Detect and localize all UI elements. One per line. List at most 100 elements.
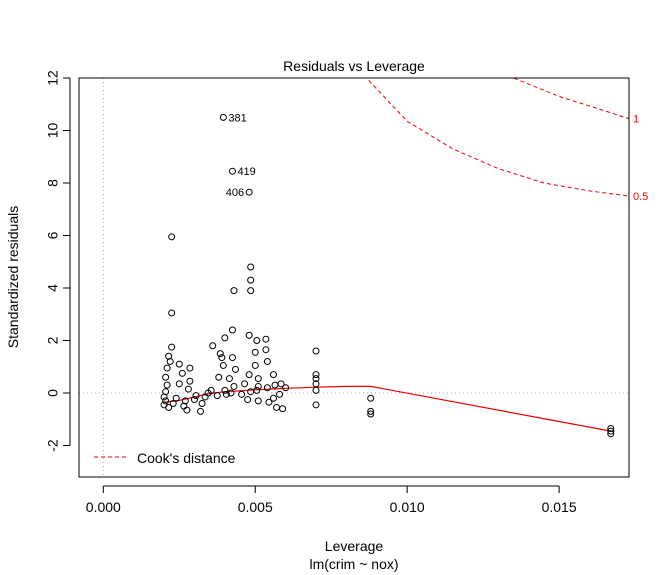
- data-point: [209, 342, 217, 350]
- y-axis-label: Standardized residuals: [5, 206, 21, 348]
- legend-label: Cook's distance: [137, 450, 236, 466]
- data-point: [251, 348, 259, 356]
- data-point: [181, 397, 189, 405]
- data-point: [219, 361, 227, 369]
- data-point: [213, 392, 221, 400]
- cooks-contour-label: 0.5: [633, 191, 648, 203]
- data-point: [253, 386, 261, 394]
- x-tick-label: 0.015: [542, 499, 577, 515]
- data-point: [192, 392, 200, 400]
- data-point: [254, 382, 262, 390]
- data-point: [263, 358, 271, 365]
- data-point: [367, 407, 375, 415]
- data-point: [162, 373, 170, 381]
- data-point: [175, 360, 183, 368]
- data-point: [271, 381, 279, 389]
- data-point: [221, 334, 229, 342]
- data-point: [169, 400, 177, 407]
- data-point: [165, 403, 173, 411]
- data-point: [265, 398, 273, 406]
- data-points: 381 419 406: [160, 112, 615, 438]
- legend: Cook's distance: [94, 450, 236, 466]
- data-point: [228, 354, 236, 362]
- point-label: 381: [228, 112, 246, 124]
- x-tick-label: 0.010: [390, 499, 425, 515]
- data-point: [168, 233, 176, 241]
- data-point: [166, 358, 174, 365]
- data-point: [312, 380, 320, 388]
- chart-subtitle: lm(crim ~ nox): [309, 556, 398, 572]
- data-point: [228, 167, 236, 175]
- data-point: [230, 382, 238, 390]
- data-point: [254, 397, 262, 405]
- x-tick-label: 0.000: [86, 499, 121, 515]
- y-tick-label: 2: [45, 336, 61, 344]
- data-point: [219, 113, 227, 121]
- cooks-contour-line: [365, 78, 629, 197]
- data-point: [269, 371, 277, 379]
- data-point: [247, 287, 255, 295]
- contour-labels: 0.51: [633, 114, 648, 203]
- data-point: [276, 390, 284, 398]
- data-point: [218, 354, 226, 362]
- data-point: [160, 393, 168, 401]
- cooks-contour-label: 1: [633, 114, 639, 126]
- data-point: [262, 335, 270, 343]
- data-point: [367, 394, 375, 402]
- data-point: [216, 350, 224, 358]
- data-point: [247, 276, 255, 284]
- cooks-distance-contours: [365, 78, 629, 197]
- point-label: 406: [226, 187, 244, 199]
- y-tick-label: 12: [45, 70, 61, 86]
- data-point: [312, 401, 320, 409]
- data-point: [312, 386, 320, 394]
- data-point: [263, 384, 271, 392]
- data-point: [312, 347, 320, 355]
- data-point: [312, 375, 320, 383]
- data-point: [254, 375, 262, 383]
- plot-frame: [78, 77, 630, 478]
- y-tick-label: -2: [45, 439, 61, 452]
- cooks-contour-line: [512, 78, 629, 120]
- data-point: [241, 380, 249, 388]
- data-point: [168, 309, 176, 317]
- data-point: [273, 403, 281, 411]
- data-point: [162, 397, 170, 405]
- data-point: [190, 396, 198, 404]
- data-point: [228, 326, 236, 334]
- data-point: [282, 384, 290, 392]
- data-point: [367, 410, 375, 418]
- data-point: [197, 407, 205, 415]
- y-tick-label: 4: [45, 284, 61, 292]
- data-point: [312, 371, 320, 379]
- data-point: [279, 405, 287, 413]
- data-point: [247, 263, 255, 271]
- chart-title: Residuals vs Leverage: [283, 58, 425, 74]
- data-point: [231, 365, 239, 373]
- data-point: [186, 377, 194, 385]
- data-point: [207, 386, 215, 394]
- data-point: [186, 364, 194, 372]
- data-point: [163, 381, 171, 389]
- data-point: [230, 287, 238, 295]
- data-point: [607, 427, 615, 435]
- data-point: [238, 390, 246, 398]
- data-point: [607, 424, 615, 432]
- reference-lines: [79, 78, 629, 477]
- data-point: [245, 331, 253, 339]
- data-point: [163, 364, 171, 372]
- x-axis-label: Leverage: [325, 538, 384, 554]
- data-point: [221, 386, 229, 394]
- data-point: [222, 390, 230, 398]
- data-point: [184, 385, 192, 393]
- x-tick-label: 0.005: [238, 499, 273, 515]
- data-point: [183, 406, 191, 414]
- data-point: [168, 343, 176, 351]
- data-point: [172, 394, 180, 402]
- data-point: [225, 375, 233, 383]
- point-label: 419: [237, 166, 255, 178]
- data-point: [277, 380, 285, 388]
- data-point: [175, 380, 183, 388]
- data-point: [244, 396, 252, 404]
